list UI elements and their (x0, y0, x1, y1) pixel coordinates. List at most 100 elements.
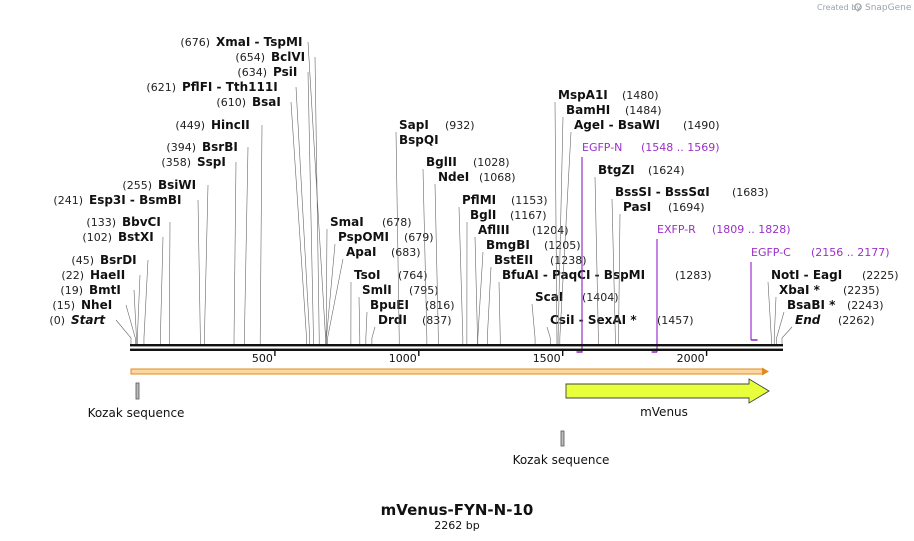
site-bsrbi: (394) BsrBI (166, 140, 237, 154)
site-position: (1683) (732, 186, 769, 199)
site-drdi: DrdI (837) (378, 313, 452, 327)
site-leader (133, 289, 137, 344)
site-name: XbaI * (779, 283, 821, 297)
site-name: BstXI (118, 230, 154, 244)
enzyme-xmai: XmaI (216, 35, 250, 49)
site-name: BglII (426, 155, 457, 169)
site-position: (2243) (847, 299, 884, 312)
site-name: BglI (470, 208, 496, 222)
site-name: BsaBI * (787, 298, 836, 312)
site-position: (678) (382, 216, 412, 229)
site-position: (1490) (683, 119, 720, 132)
site-position: (1153) (511, 194, 548, 207)
enzyme-bamhi: BamHI (566, 103, 610, 117)
site-position: (133) (86, 216, 116, 229)
site-afliii: AflIII (1204) (478, 223, 569, 237)
site-leader (767, 281, 772, 344)
enzyme-apai: ApaI (346, 245, 376, 259)
site-name: PspOMI (338, 230, 389, 244)
site-position: (1238) (550, 254, 587, 267)
site-position: (1205) (544, 239, 581, 252)
enzyme-noti: NotI (771, 268, 800, 282)
enzyme-eagi: EagI (813, 268, 842, 282)
site-leader (244, 146, 249, 344)
snapgene-logo-icon (854, 3, 862, 11)
site-name: TsoI (354, 268, 380, 282)
site-position: (634) (237, 66, 267, 79)
site-leader (295, 86, 311, 344)
site-ndei: NdeI (1068) (438, 170, 516, 184)
site-leader (422, 168, 428, 344)
ruler: 500 1000 1500 2000 (252, 351, 708, 365)
site-leader (325, 228, 328, 344)
enzyme-pflfi: PflFI (182, 80, 212, 94)
enzyme-bsssi: BssSI (615, 185, 652, 199)
ruler-tick-label: 1500 (533, 352, 561, 365)
site-bclvi: (654) BclVI (235, 50, 305, 64)
site-leader (554, 101, 558, 344)
site-bmgbi: BmgBI (1205) (486, 238, 581, 252)
site-csii: CsiI - SexAI * (1457) (550, 313, 694, 327)
site-position: (1480) (622, 89, 659, 102)
site-name: DrdI (378, 313, 407, 327)
feature-kozak-1: Kozak sequence (88, 382, 184, 420)
site-position: (1694) (668, 201, 705, 214)
site-psii: (634) PsiI (237, 65, 297, 79)
enzyme-mspa1i: MspA1I (558, 88, 608, 102)
enzyme-afliii: AflIII (478, 223, 510, 237)
enzyme-btgzi: BtgZI (598, 163, 635, 177)
site-name: PflFI - Tth111I (182, 80, 278, 94)
site-name: Start (71, 313, 106, 327)
site-leader (259, 124, 263, 344)
enzyme-sapi: SapI (399, 118, 429, 132)
site-xmai: (676) XmaI - TspMI (180, 35, 302, 49)
site-name: SmlI (362, 283, 392, 297)
site-name: CsiI - SexAI * (550, 313, 637, 327)
enzyme-end: End (795, 313, 821, 327)
site-leader (474, 236, 478, 344)
site-name: XmaI - TspMI (216, 35, 302, 49)
right-site-labels: MspA1I (1480) BamHI (1484)AgeI - BsaWI (1490… (558, 88, 899, 327)
site-position: (19) (60, 284, 83, 297)
site-bstxi: (102) BstXI (82, 230, 153, 244)
site-leader (307, 71, 314, 344)
site-leader (125, 304, 136, 344)
enzyme-bsteii: BstEII (494, 253, 533, 267)
enzyme-hincii: HincII (211, 118, 250, 132)
site-position: (255) (122, 179, 152, 192)
site-btgzi: BtgZI (1624) (598, 163, 685, 177)
site-leader (197, 199, 201, 344)
enzyme-smai: SmaI (330, 215, 364, 229)
orf-bar (130, 367, 769, 376)
enzyme-bsss-i: BssSαI (665, 185, 710, 199)
site-position: (241) (53, 194, 83, 207)
site-bgli: BglI (1167) (470, 208, 547, 222)
enzyme-bsawi: BsaWI (618, 118, 660, 132)
site-name: AflIII (478, 223, 510, 237)
site-name: NdeI (438, 170, 469, 184)
site-position: (1167) (510, 209, 547, 222)
site-position: (932) (445, 119, 475, 132)
site-position: (102) (82, 231, 112, 244)
enzyme-start: Start (71, 313, 106, 327)
site-position: (1028) (473, 156, 510, 169)
site-name: Esp3I - BsmBI (89, 193, 182, 207)
site-mspa1i: MspA1I (1480) (558, 88, 659, 102)
enzyme-bclvi: BclVI (271, 50, 305, 64)
site-position: (394) (166, 141, 196, 154)
site-leader (458, 206, 464, 344)
credit-text: Created by (817, 3, 861, 12)
enzyme-drdi: DrdI (378, 313, 407, 327)
site-leader (395, 131, 400, 344)
site-leader (618, 213, 621, 344)
site-position: (654) (235, 51, 265, 64)
site-name: SspI (197, 155, 226, 169)
site-scai: ScaI (1404) (535, 290, 619, 304)
enzyme-pspomi: PspOMI (338, 230, 389, 244)
primer-egfp-n: EGFP-N (1548 .. 1569) (576, 141, 720, 353)
site-smai: SmaI (678) (330, 215, 412, 229)
site-position: (816) (425, 299, 455, 312)
enzyme-scai: ScaI (535, 290, 563, 304)
enzyme-bsiwi: BsiWI (158, 178, 196, 192)
site-name: NotI - EagI (771, 268, 842, 282)
